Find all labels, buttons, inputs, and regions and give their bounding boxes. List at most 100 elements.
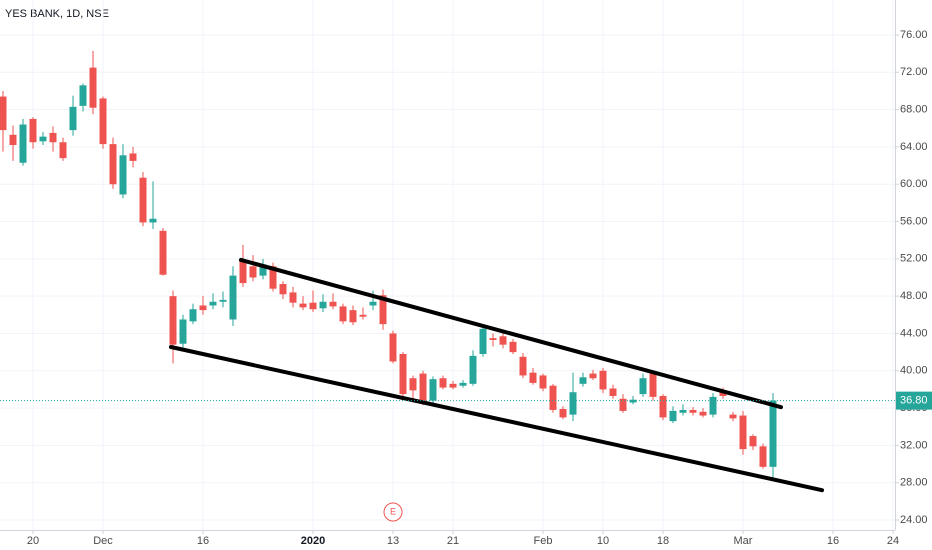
candle-body (19, 124, 27, 163)
candle-body (449, 383, 457, 388)
candle-body (309, 302, 317, 310)
candle-body (159, 230, 167, 275)
candle-body (709, 396, 717, 415)
candle-body (89, 67, 97, 108)
candle-body (369, 301, 377, 306)
candle-body (109, 144, 117, 185)
candle-body (479, 328, 487, 354)
candle-body (469, 355, 477, 384)
x-tick-label: 2020 (301, 535, 325, 547)
y-tick-label: 24.00 (900, 514, 928, 526)
candle-body (519, 356, 527, 376)
x-tick-label: 16 (827, 535, 839, 547)
candle-body (549, 385, 557, 410)
y-tick-label: 72.00 (900, 66, 928, 78)
candle-body (659, 395, 667, 418)
candle-body (139, 177, 147, 223)
candle-body (279, 284, 287, 295)
candle-body (599, 370, 607, 390)
y-tick-label: 32.00 (900, 439, 928, 451)
trendline (239, 257, 783, 410)
candle-body (699, 411, 707, 416)
y-tick-label: 44.00 (900, 327, 928, 339)
candle-body (729, 414, 737, 419)
y-tick-label: 76.00 (900, 29, 928, 41)
candle-body (489, 338, 497, 340)
candle-body (419, 373, 427, 401)
candle-body (409, 378, 417, 391)
candle-body (619, 398, 627, 411)
event-label: E (390, 506, 396, 516)
candle-body (29, 118, 37, 143)
candle-body (9, 134, 17, 146)
candle-body (639, 378, 647, 395)
y-tick-label: 68.00 (900, 104, 928, 116)
plot-area (0, 0, 895, 530)
candle-body (579, 377, 587, 384)
y-tick-label: 64.00 (900, 141, 928, 153)
candle-body (689, 409, 697, 413)
x-tick-label: Mar (734, 535, 753, 547)
candle-body (209, 301, 217, 306)
candle-body (739, 415, 747, 450)
candle-body (329, 301, 337, 307)
candle-body (429, 379, 437, 401)
candle-body (569, 392, 577, 415)
candle-body (0, 96, 7, 131)
x-tick-label: 13 (387, 535, 399, 547)
event-marker (383, 502, 403, 522)
candle-body (669, 410, 677, 422)
candle-body (769, 400, 777, 467)
candle-body (389, 333, 397, 362)
candle-body (749, 436, 757, 447)
y-tick-label: 52.00 (900, 253, 928, 265)
candle-body (439, 378, 447, 388)
candle-body (129, 153, 137, 161)
candle-body (539, 375, 547, 389)
chart-title: YES BANK, 1D, NSE (5, 8, 109, 20)
candle-body (299, 303, 307, 308)
candle-body (289, 292, 297, 303)
candle-body (759, 446, 767, 467)
candle-body (49, 132, 57, 143)
candle-body (399, 353, 407, 395)
candle-body (249, 266, 257, 278)
candle-body (359, 314, 367, 317)
candle-body (169, 296, 177, 345)
candle-body (559, 409, 567, 418)
candle-body (509, 341, 517, 353)
candle-body (79, 85, 87, 106)
candle-body (239, 260, 247, 284)
candle-body (379, 295, 387, 325)
x-tick-label: 21 (447, 535, 459, 547)
candle-body (649, 373, 657, 397)
candle-body (269, 266, 277, 289)
candle-body (199, 305, 207, 311)
y-tick-label: 48.00 (900, 290, 928, 302)
candle-body (179, 319, 187, 344)
candle-body (339, 306, 347, 322)
x-tick-label: Dec (93, 535, 113, 547)
candle-body (529, 372, 537, 383)
candle-body (119, 155, 127, 195)
candle-body (609, 388, 617, 396)
y-tick-label: 40.00 (900, 365, 928, 377)
trendline (169, 344, 824, 493)
x-tick-label: 24 (887, 535, 899, 547)
last-price-label: 36.80 (900, 395, 928, 407)
candle-body (69, 106, 77, 131)
candle-body (219, 299, 227, 302)
y-tick-label: 28.00 (900, 477, 928, 489)
last-price-box (896, 391, 932, 410)
x-tick-label: Feb (534, 535, 553, 547)
candle-body (259, 264, 267, 276)
candle-body (39, 136, 47, 142)
candle-body (319, 301, 327, 309)
candle-body (679, 409, 687, 413)
candle-body (189, 309, 197, 322)
candle-body (149, 218, 157, 223)
candle-body (349, 310, 357, 323)
